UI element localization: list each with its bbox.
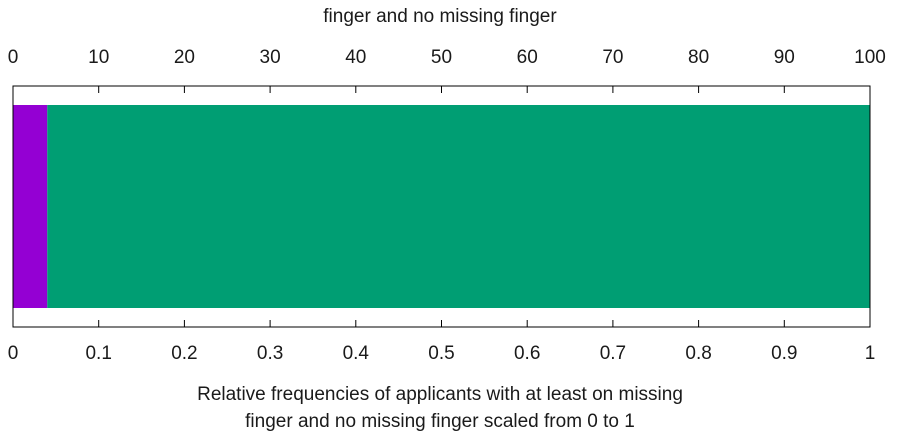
top-tick-label: 10 xyxy=(88,47,109,68)
bottom-tick-label: 0.2 xyxy=(171,343,197,364)
top-axis: 0 10 20 30 40 50 60 70 80 90 100 xyxy=(8,47,886,68)
bottom-tick-label: 0.1 xyxy=(85,343,111,364)
top-tick-label: 30 xyxy=(260,47,281,68)
bar-segment-1 xyxy=(13,105,48,308)
bar-segments xyxy=(13,105,870,308)
bottom-tick-label: 0.6 xyxy=(514,343,540,364)
bottom-tick-label: 0.5 xyxy=(428,343,454,364)
bottom-axis: 0 0.1 0.2 0.3 0.4 0.5 0.6 0.7 0.8 0.9 1 xyxy=(8,343,876,364)
bottom-tick-label: 0.8 xyxy=(685,343,711,364)
chart-title-line: finger and no missing finger xyxy=(323,6,557,27)
top-tick-label: 40 xyxy=(345,47,366,68)
top-tick-label: 80 xyxy=(688,47,709,68)
x-axis-label-line1: Relative frequencies of applicants with … xyxy=(197,384,683,405)
top-tick-label: 100 xyxy=(854,47,886,68)
top-tick-label: 60 xyxy=(517,47,538,68)
top-tick-label: 90 xyxy=(774,47,795,68)
x-axis-label-line2: finger and no missing finger scaled from… xyxy=(245,411,635,432)
bottom-tick-label: 0.9 xyxy=(771,343,797,364)
bottom-tick-label: 0.3 xyxy=(257,343,283,364)
top-tick-label: 50 xyxy=(431,47,452,68)
bottom-tick-label: 0.4 xyxy=(343,343,370,364)
bottom-tick-label: 1 xyxy=(865,343,876,364)
tick-marks xyxy=(12,86,871,327)
bottom-tick-label: 0.7 xyxy=(600,343,626,364)
top-tick-label: 0 xyxy=(8,47,19,68)
bottom-tick-label: 0 xyxy=(8,343,19,364)
top-tick-label: 70 xyxy=(602,47,623,68)
top-tick-label: 20 xyxy=(174,47,195,68)
bar-segment-2 xyxy=(47,105,870,308)
